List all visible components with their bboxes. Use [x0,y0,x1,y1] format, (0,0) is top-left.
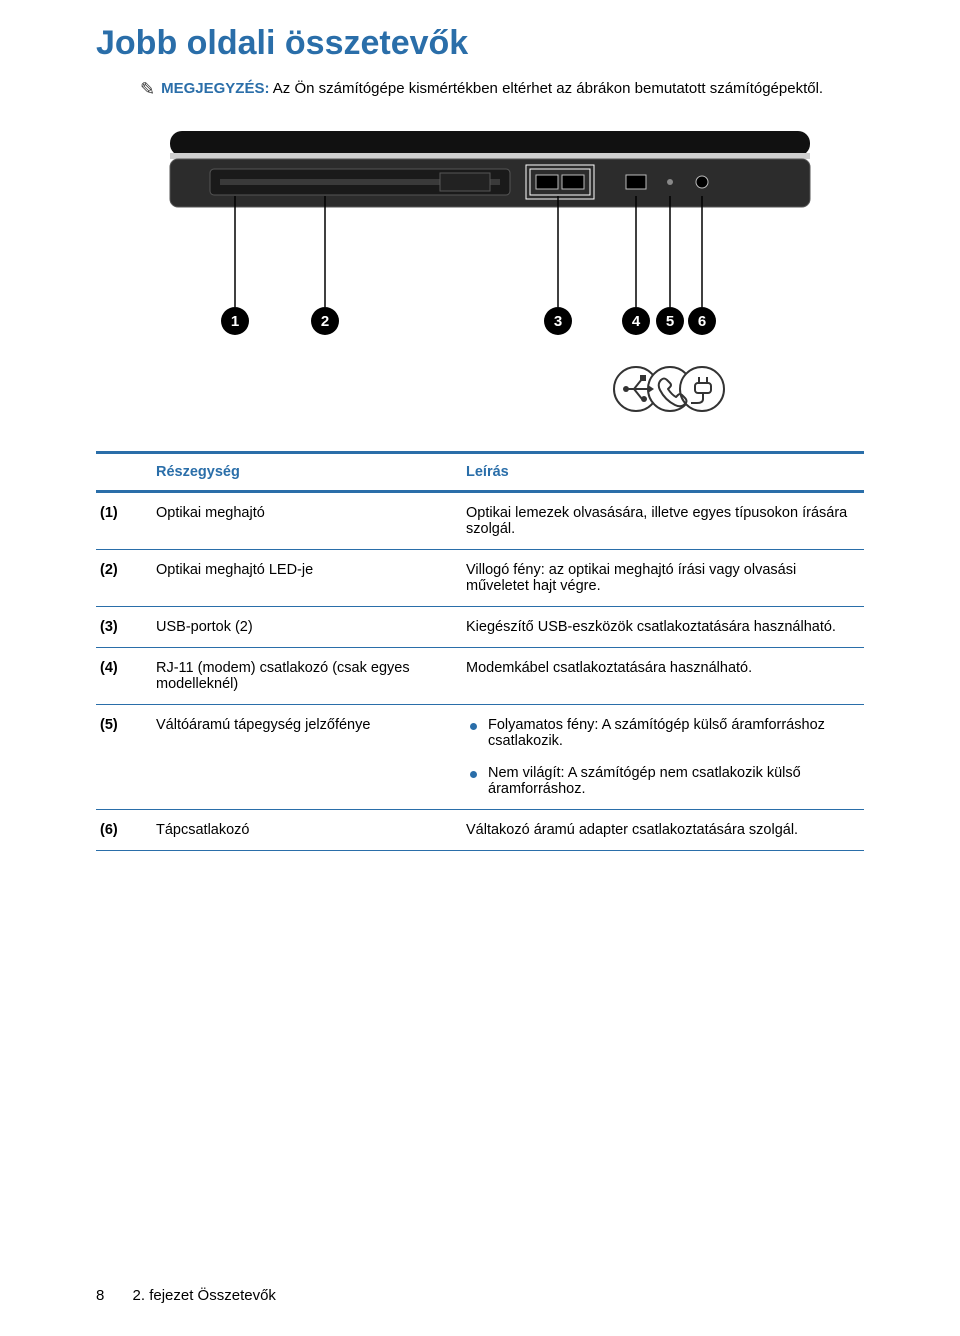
bullet-item: Nem világít: A számítógép nem csatlakozi… [466,765,852,797]
row-name: Optikai meghajtó LED-je [152,549,462,606]
row-num: (3) [96,606,152,647]
row-num: (4) [96,647,152,704]
svg-text:1: 1 [231,313,239,330]
note: ✎ MEGJEGYZÉS: Az Ön számítógépe kismérté… [140,79,864,101]
page-number: 8 [96,1287,104,1304]
row-num: (6) [96,809,152,850]
row-name: USB-portok (2) [152,606,462,647]
svg-text:4: 4 [632,313,641,330]
page-title: Jobb oldali összetevők [96,24,864,63]
svg-text:3: 3 [554,313,562,330]
table-header-row: Részegység Leírás [96,452,864,491]
header-empty [96,452,152,491]
note-body: Az Ön számítógépe kismértékben eltérhet … [273,80,823,97]
row-desc: Villogó fény: az optikai meghajtó írási … [462,549,864,606]
laptop-diagram: 1 2 3 4 5 6 [140,111,850,431]
table-row: (2)Optikai meghajtó LED-jeVillogó fény: … [96,549,864,606]
table-row: (5)Váltóáramú tápegység jelzőfényeFolyam… [96,704,864,809]
row-desc: Modemkábel csatlakoztatására használható… [462,647,864,704]
note-label: MEGJEGYZÉS: [161,80,269,97]
row-desc: Optikai lemezek olvasására, illetve egye… [462,491,864,549]
row-num: (5) [96,704,152,809]
header-component: Részegység [152,452,462,491]
chapter-label: 2. fejezet Összetevők [133,1287,276,1304]
svg-text:2: 2 [321,313,329,330]
bullet-item: Folyamatos fény: A számítógép külső áram… [466,717,852,749]
row-desc: Kiegészítő USB-eszközök csatlakoztatásár… [462,606,864,647]
note-text-wrap: MEGJEGYZÉS: Az Ön számítógépe kismértékb… [161,79,823,99]
header-description: Leírás [462,452,864,491]
page-footer: 8 2. fejezet Összetevők [96,1287,276,1304]
row-desc: Folyamatos fény: A számítógép külső áram… [462,704,864,809]
note-icon: ✎ [140,79,155,101]
row-name: Optikai meghajtó [152,491,462,549]
row-desc: Váltakozó áramú adapter csatlakoztatásár… [462,809,864,850]
components-table: Részegység Leírás (1)Optikai meghajtóOpt… [96,451,864,851]
bullet-list: Folyamatos fény: A számítógép külső áram… [466,717,852,797]
page: Jobb oldali összetevők ✎ MEGJEGYZÉS: Az … [0,0,960,1336]
row-name: Váltóáramú tápegység jelzőfénye [152,704,462,809]
row-name: Tápcsatlakozó [152,809,462,850]
row-num: (1) [96,491,152,549]
row-num: (2) [96,549,152,606]
row-name: RJ-11 (modem) csatlakozó (csak egyes mod… [152,647,462,704]
table-row: (1)Optikai meghajtóOptikai lemezek olvas… [96,491,864,549]
svg-text:5: 5 [666,313,674,330]
table-row: (3)USB-portok (2)Kiegészítő USB-eszközök… [96,606,864,647]
table-row: (4)RJ-11 (modem) csatlakozó (csak egyes … [96,647,864,704]
svg-text:6: 6 [698,313,706,330]
table-row: (6)TápcsatlakozóVáltakozó áramú adapter … [96,809,864,850]
